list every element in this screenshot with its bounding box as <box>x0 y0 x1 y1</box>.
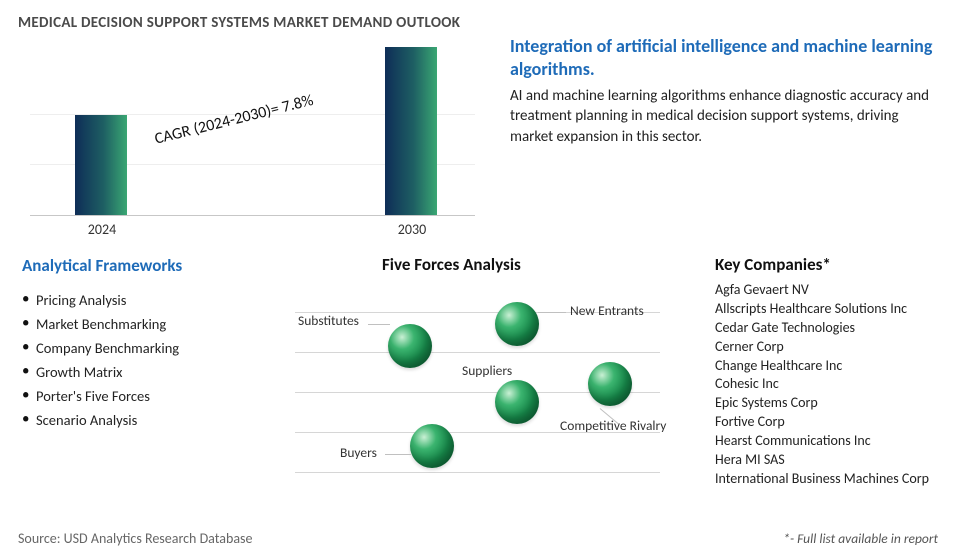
force-label-substitutes: Substitutes <box>298 312 359 329</box>
force-label-suppliers: Suppliers <box>462 362 512 379</box>
source-attribution: Source: USD Analytics Research Database <box>18 530 252 547</box>
force-sphere-new-entrants <box>495 302 539 346</box>
companies-list: Agfa Gevaert NV Allscripts Healthcare So… <box>715 281 948 489</box>
bar-label-2024: 2024 <box>62 221 142 238</box>
companies-title: Key Companies* <box>715 254 948 275</box>
list-item: Allscripts Healthcare Solutions Inc <box>715 300 948 319</box>
list-item: Cerner Corp <box>715 338 948 357</box>
list-item: Cohesic Inc <box>715 375 948 394</box>
bar-2024 <box>75 115 127 215</box>
list-item: Hera MI SAS <box>715 451 948 470</box>
list-item: Growth Matrix <box>22 360 257 384</box>
list-item: Cedar Gate Technologies <box>715 319 948 338</box>
diagram-hline <box>295 472 660 473</box>
list-item: Epic Systems Corp <box>715 394 948 413</box>
list-item: Porter's Five Forces <box>22 384 257 408</box>
demand-bar-chart: 2024 2030 CAGR (2024-2030)= 7.8% <box>20 40 495 240</box>
force-sphere-substitutes <box>388 324 432 368</box>
cagr-annotation: CAGR (2024-2030)= 7.8% <box>153 91 316 149</box>
frameworks-title: Analytical Frameworks <box>22 255 257 276</box>
bar-label-2030: 2030 <box>372 221 452 238</box>
list-item: International Business Machines Corp <box>715 470 948 489</box>
headline-body: AI and machine learning algorithms enhan… <box>510 86 944 147</box>
force-sphere-competitive <box>588 362 632 406</box>
bar-2030 <box>385 47 437 215</box>
force-label-buyers: Buyers <box>340 444 377 461</box>
leader-line <box>368 324 390 325</box>
list-item: Pricing Analysis <box>22 288 257 312</box>
companies-panel: Key Companies* Agfa Gevaert NV Allscript… <box>715 254 948 489</box>
headline-title: Integration of artificial intelligence a… <box>510 35 942 80</box>
list-item: Company Benchmarking <box>22 336 257 360</box>
five-forces-diagram: Substitutes New Entrants Suppliers Compe… <box>270 282 685 477</box>
footnote: *- Full list available in report <box>783 530 938 547</box>
force-sphere-buyers <box>410 424 454 468</box>
frameworks-panel: Analytical Frameworks Pricing Analysis M… <box>22 255 257 432</box>
chart-x-axis <box>30 215 475 216</box>
frameworks-list: Pricing Analysis Market Benchmarking Com… <box>22 288 257 432</box>
list-item: Change Healthcare Inc <box>715 357 948 376</box>
force-sphere-suppliers <box>495 380 539 424</box>
list-item: Agfa Gevaert NV <box>715 281 948 300</box>
page-title: MEDICAL DECISION SUPPORT SYSTEMS MARKET … <box>18 14 460 32</box>
five-forces-title: Five Forces Analysis <box>382 254 521 275</box>
leader-line <box>385 454 411 455</box>
list-item: Hearst Communications Inc <box>715 432 948 451</box>
list-item: Market Benchmarking <box>22 312 257 336</box>
diagram-hline <box>295 352 660 353</box>
leader-line <box>538 312 566 313</box>
force-label-competitive: Competitive Rivalry <box>560 417 666 434</box>
list-item: Scenario Analysis <box>22 408 257 432</box>
force-label-new-entrants: New Entrants <box>570 302 644 319</box>
list-item: Fortive Corp <box>715 413 948 432</box>
